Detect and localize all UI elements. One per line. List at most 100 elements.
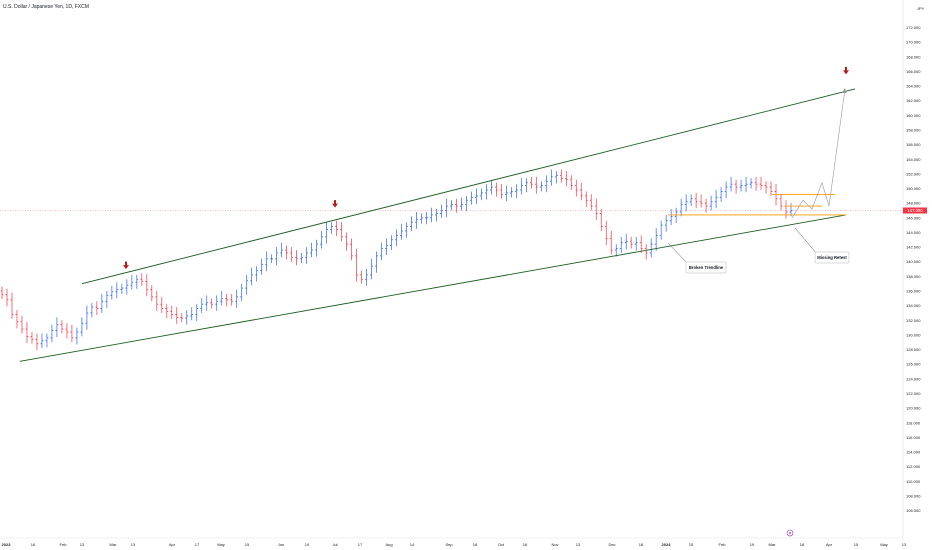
x-tick-label: 2024 bbox=[662, 542, 672, 547]
y-tick-label: 160.000 bbox=[906, 113, 921, 118]
candle bbox=[340, 222, 343, 242]
callout-box bbox=[814, 251, 850, 264]
candle bbox=[704, 198, 708, 213]
candle bbox=[50, 324, 54, 343]
y-tick-label: 154.000 bbox=[906, 157, 921, 162]
candle bbox=[105, 291, 109, 308]
candle bbox=[739, 179, 743, 192]
candle bbox=[789, 203, 793, 217]
candle bbox=[494, 182, 498, 197]
candle bbox=[0, 286, 4, 300]
candle bbox=[315, 239, 319, 257]
candle bbox=[65, 323, 69, 339]
x-tick-label: May bbox=[217, 542, 225, 547]
candle bbox=[534, 176, 538, 194]
x-tick-label: Feb bbox=[60, 542, 68, 547]
candle bbox=[260, 258, 264, 275]
y-tick-label: 114.000 bbox=[906, 450, 921, 455]
x-tick-label: May bbox=[880, 542, 888, 547]
annotation-callout: Missing Retest bbox=[794, 227, 850, 264]
candle bbox=[425, 211, 428, 225]
candle bbox=[250, 267, 254, 286]
y-tick-label: 146.000 bbox=[906, 215, 921, 220]
candle bbox=[679, 198, 683, 217]
y-tick-label: 112.000 bbox=[906, 464, 921, 469]
callout-text: Missing Retest bbox=[817, 255, 847, 260]
candle bbox=[689, 194, 693, 207]
candle bbox=[175, 307, 179, 324]
candle bbox=[539, 181, 543, 192]
candle bbox=[310, 242, 314, 258]
candle bbox=[484, 184, 488, 200]
candle bbox=[275, 247, 279, 266]
event-dot bbox=[789, 532, 791, 534]
arrow-shaft bbox=[125, 261, 127, 266]
symbol-title: U.S. Dollar / Japanese Yen, 1D, FXCM bbox=[3, 4, 89, 10]
candle bbox=[155, 291, 159, 311]
candle bbox=[744, 176, 748, 193]
y-tick-label: 124.000 bbox=[906, 376, 921, 381]
candle bbox=[30, 332, 34, 344]
arrow-head bbox=[123, 265, 129, 270]
y-tick-label: 170.000 bbox=[906, 40, 921, 45]
candle bbox=[5, 288, 9, 307]
x-tick-label: 17 bbox=[358, 542, 363, 547]
y-tick-label: 120.000 bbox=[906, 406, 921, 411]
candle bbox=[684, 194, 688, 212]
candle bbox=[90, 302, 94, 318]
candle bbox=[320, 230, 323, 249]
candle bbox=[504, 185, 508, 201]
y-tick-label: 164.000 bbox=[906, 84, 921, 89]
y-tick-label: 166.000 bbox=[906, 69, 921, 74]
candle bbox=[455, 198, 458, 213]
candle bbox=[420, 213, 423, 224]
y-tick-label: 172.000 bbox=[906, 25, 921, 30]
event-circle bbox=[786, 529, 794, 537]
last-price-label: 147.000 bbox=[907, 208, 923, 213]
candle bbox=[564, 170, 568, 187]
candle bbox=[634, 236, 638, 251]
y-tick-label: 132.000 bbox=[906, 318, 921, 323]
candle bbox=[614, 244, 618, 257]
candle bbox=[714, 190, 718, 209]
y-tick-label: 130.000 bbox=[906, 332, 921, 337]
candle bbox=[589, 194, 593, 211]
candle bbox=[270, 254, 274, 264]
candle bbox=[430, 207, 433, 223]
down-arrow-icon bbox=[332, 200, 338, 208]
candle bbox=[489, 179, 493, 195]
x-tick-label: 18 bbox=[800, 542, 805, 547]
candle bbox=[240, 283, 244, 302]
candle bbox=[25, 321, 29, 343]
candle bbox=[604, 220, 608, 245]
candle bbox=[370, 258, 373, 280]
candle bbox=[40, 333, 44, 349]
drawings: Broken Trendline Missing Retest bbox=[19, 66, 856, 537]
candle bbox=[435, 209, 438, 222]
y-tick-label: 126.000 bbox=[906, 362, 921, 367]
event-flag-icon bbox=[786, 529, 794, 537]
callout-pointer bbox=[667, 242, 689, 265]
candle bbox=[594, 198, 598, 221]
candle bbox=[125, 279, 129, 295]
candle bbox=[734, 179, 738, 194]
candle bbox=[85, 305, 89, 330]
x-tick-label: 15 bbox=[854, 542, 859, 547]
candle bbox=[210, 298, 214, 309]
projection-arrowhead bbox=[842, 87, 847, 93]
candle bbox=[719, 187, 723, 202]
candle bbox=[644, 244, 648, 260]
candle bbox=[165, 304, 169, 319]
candle bbox=[385, 238, 388, 256]
y-tick-label: 162.000 bbox=[906, 98, 921, 103]
candle bbox=[185, 310, 189, 325]
candle bbox=[479, 188, 483, 201]
candle bbox=[365, 269, 368, 286]
x-tick-label: Mar bbox=[769, 542, 777, 547]
candle bbox=[360, 270, 363, 284]
y-tick-label: 140.000 bbox=[906, 259, 921, 264]
candle bbox=[549, 169, 553, 186]
candle bbox=[70, 324, 74, 343]
candle bbox=[649, 238, 653, 258]
